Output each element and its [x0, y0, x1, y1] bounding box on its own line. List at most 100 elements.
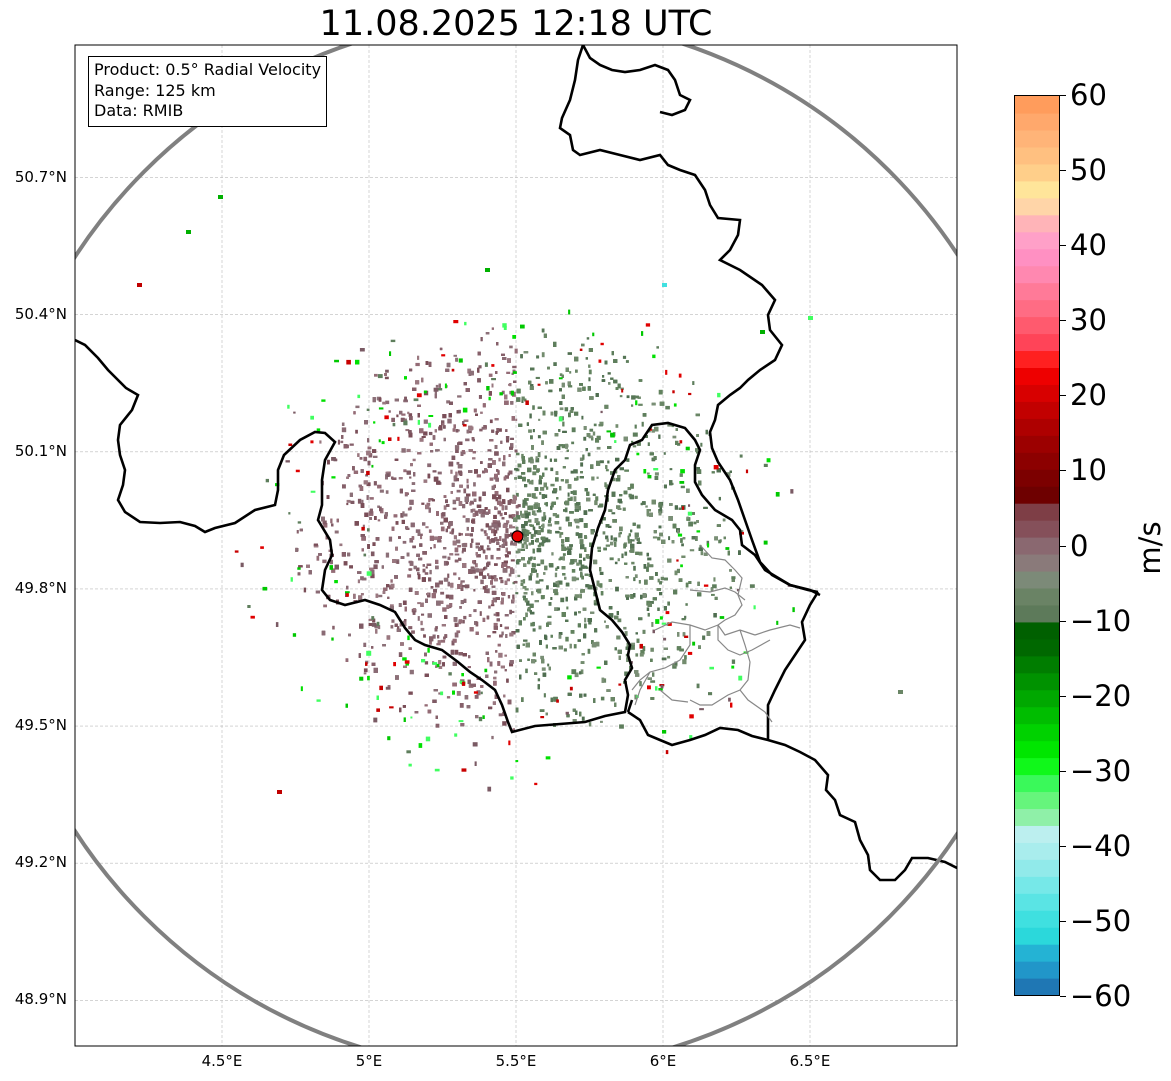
colorbar-swatch — [1015, 706, 1059, 725]
velocity-echoes — [137, 195, 903, 794]
colorbar-swatch — [1015, 553, 1059, 572]
colorbar-swatch — [1015, 655, 1059, 674]
colorbar-swatch — [1015, 791, 1059, 810]
lat-tick-label: 50.4°N — [14, 304, 67, 323]
colorbar-swatch — [1015, 757, 1059, 776]
lat-tick-label: 50.7°N — [14, 167, 67, 186]
colorbar-tick-label: −20 — [1070, 678, 1132, 713]
country-border-east — [766, 591, 820, 740]
colorbar-swatch — [1015, 808, 1059, 826]
colorbar-unit-label: m/s — [1133, 521, 1167, 575]
colorbar-tick-mark — [1060, 996, 1066, 997]
colorbar-swatch — [1015, 350, 1059, 368]
colorbar-swatch — [1015, 214, 1059, 233]
colorbar-swatch — [1015, 672, 1059, 691]
colorbar-tick-label: 10 — [1070, 453, 1107, 488]
colorbar-swatch — [1015, 503, 1059, 521]
country-border-luxembourg-north — [581, 45, 692, 117]
lat-tick-label: 49.8°N — [14, 578, 67, 597]
colorbar-swatch — [1015, 401, 1059, 419]
colorbar-swatch — [1015, 469, 1059, 487]
colorbar-swatch — [1015, 859, 1059, 877]
colorbar-swatch — [1015, 163, 1059, 182]
colorbar-tick-label: −50 — [1070, 903, 1132, 938]
colorbar-tick-label: −30 — [1070, 753, 1132, 788]
lon-tick-label: 5°E — [355, 1052, 383, 1070]
lat-tick-label: 49.5°N — [14, 716, 67, 735]
colorbar-swatch — [1015, 961, 1059, 979]
lon-tick-label: 4.5°E — [201, 1052, 243, 1070]
colorbar-swatch — [1015, 384, 1059, 402]
colorbar-swatch — [1015, 299, 1059, 318]
colorbar-tick-mark — [1060, 95, 1066, 96]
colorbar-tick-mark — [1060, 920, 1066, 922]
colorbar-swatch — [1015, 486, 1059, 504]
colorbar-tick-mark — [1060, 770, 1066, 772]
internal-borders — [631, 544, 801, 723]
colorbar-swatch — [1015, 587, 1059, 606]
map-title: 11.08.2025 12:18 UTC — [319, 4, 713, 44]
lat-tick-label: 48.9°N — [14, 990, 67, 1009]
colorbar-tick-label: 40 — [1070, 228, 1107, 263]
colorbar-swatch — [1015, 452, 1059, 470]
country-border-north — [558, 45, 819, 594]
colorbar-swatch — [1015, 96, 1059, 114]
colorbar-swatch — [1015, 520, 1059, 538]
colorbar-swatch — [1015, 180, 1059, 199]
colorbar-tick-mark — [1060, 170, 1066, 172]
colorbar-tick-mark — [1060, 320, 1066, 322]
colorbar-swatch — [1015, 146, 1059, 165]
colorbar-swatch — [1015, 774, 1059, 793]
colorbar-swatch — [1015, 367, 1059, 385]
colorbar-tick-mark — [1060, 695, 1066, 697]
colorbar-swatch — [1015, 316, 1059, 335]
colorbar-swatch — [1015, 876, 1059, 894]
colorbar-swatch — [1015, 129, 1059, 148]
radar-site-marker — [511, 530, 524, 543]
lon-tick-label: 6°E — [649, 1052, 677, 1070]
colorbar-tick-label: 60 — [1070, 78, 1107, 112]
colorbar-swatch — [1015, 197, 1059, 216]
lon-tick-label: 6.5°E — [789, 1052, 831, 1070]
colorbar-tick-label: 50 — [1070, 153, 1107, 188]
colorbar-swatch — [1015, 689, 1059, 708]
colorbar-swatch — [1015, 231, 1059, 250]
colorbar-swatch — [1015, 944, 1059, 962]
colorbar-tick-label: −10 — [1070, 603, 1132, 638]
lon-tick-label: 5.5°E — [495, 1052, 537, 1070]
colorbar-swatch — [1015, 825, 1059, 843]
country-border-south-west — [626, 699, 634, 713]
colorbar-swatch — [1015, 248, 1059, 267]
colorbar-tick-mark — [1060, 620, 1066, 622]
colorbar-tick-mark — [1060, 395, 1066, 397]
lat-tick-label: 50.1°N — [14, 441, 67, 460]
info-product: Product: 0.5° Radial Velocity — [94, 60, 322, 79]
info-data: Data: RMIB — [94, 101, 184, 120]
plot-frame — [74, 44, 958, 1047]
colorbar-swatch — [1015, 978, 1059, 995]
colorbar-tick-mark — [1060, 470, 1066, 472]
country-border-west — [75, 338, 821, 734]
colorbar-swatch — [1015, 435, 1059, 453]
colorbar-swatch — [1015, 842, 1059, 860]
country-border-south — [627, 710, 957, 882]
colorbar-tick-label: 20 — [1070, 378, 1107, 413]
colorbar-swatch — [1015, 570, 1059, 589]
colorbar-swatch — [1015, 927, 1059, 945]
colorbar-swatch — [1015, 112, 1059, 131]
colorbar-tick-label: −60 — [1070, 979, 1132, 1013]
colorbar-tick-label: −40 — [1070, 828, 1132, 863]
colorbar-swatch — [1015, 638, 1059, 657]
info-box: Product: 0.5° Radial Velocity Range: 125… — [88, 56, 328, 127]
colorbar-tick-label: 0 — [1070, 528, 1089, 563]
colorbar-swatch — [1015, 418, 1059, 436]
colorbar-tick-mark — [1060, 245, 1066, 247]
colorbar-swatch — [1015, 537, 1059, 555]
colorbar-tick-mark — [1060, 545, 1066, 547]
colorbar-swatch — [1015, 333, 1059, 352]
colorbar-tick-mark — [1060, 845, 1066, 847]
colorbar — [1014, 95, 1060, 996]
colorbar-swatch — [1015, 604, 1059, 623]
colorbar-swatch — [1015, 265, 1059, 284]
